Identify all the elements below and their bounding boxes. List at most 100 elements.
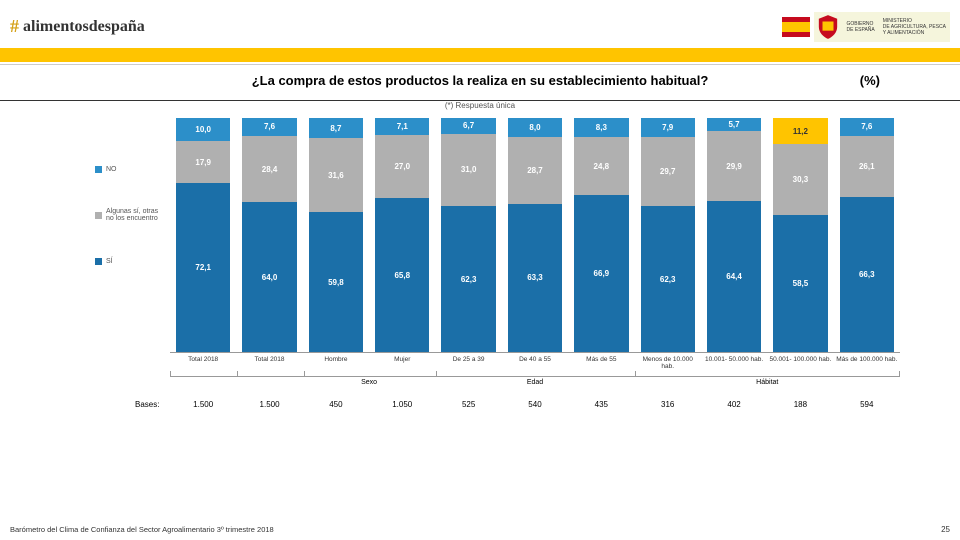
bar-segment: 26,1 [840,136,894,197]
x-label: 10.001- 50.000 hab. [701,356,767,371]
legend-swatch [95,212,102,219]
bar-segment: 7,9 [641,118,695,136]
bar-column: 6,731,062,3 [435,118,501,352]
bar-segment: 72,1 [176,183,230,352]
base-value: 540 [502,400,568,409]
chart-subtitle: (*) Respuesta única [0,101,960,110]
bar-segment: 31,0 [441,134,495,207]
chart: NO Algunas sí, otras no los encuentro SÍ 1… [0,118,960,353]
x-labels: Total 2018Total 2018HombreMujerDe 25 a 3… [0,356,960,371]
bar-segment: 10,0 [176,118,230,141]
stacked-bar: 11,230,358,5 [773,118,827,352]
stacked-bar: 6,731,062,3 [441,118,495,352]
chart-title: ¿La compra de estos productos la realiza… [252,73,709,88]
x-label: Hombre [303,356,369,371]
chart-title-row: ¿La compra de estos productos la realiza… [0,65,960,90]
bases-row: Bases: 1.5001.5004501.050525540435316402… [0,400,960,409]
stacked-bar: 8,731,659,8 [309,118,363,352]
gov-text: GOBIERNO DE ESPAÑA [842,12,878,42]
base-value: 450 [303,400,369,409]
legend-label: SÍ [106,258,113,265]
header: # alimentosdespaña GOBIERNO DE ESPAÑA MI… [0,0,960,48]
group-label: Sexo [303,379,436,386]
bar-segment: 28,4 [242,136,296,202]
footer-text: Barómetro del Clima de Confianza del Sec… [10,525,274,534]
bar-segment: 11,2 [773,118,827,144]
group-line [237,371,304,377]
base-value: 435 [568,400,634,409]
stacked-bar: 7,626,166,3 [840,118,894,352]
bar-segment: 17,9 [176,141,230,183]
base-value: 402 [701,400,767,409]
bases-label: Bases: [135,400,170,409]
x-label: De 25 a 39 [435,356,501,371]
x-label: De 40 a 55 [502,356,568,371]
bar-segment: 64,0 [242,202,296,352]
base-value: 1.500 [170,400,236,409]
group-line [436,371,634,377]
bar-segment: 66,9 [574,195,628,352]
legend-swatch [95,166,102,173]
bar-segment: 65,8 [375,198,429,352]
stacked-bar: 8,028,763,3 [508,118,562,352]
stacked-bar: 8,324,866,9 [574,118,628,352]
bar-segment: 62,3 [441,206,495,352]
legend-label: NO [106,166,117,173]
x-label: Menos de 10.000 hab. [635,356,701,371]
bar-column: 7,628,464,0 [236,118,302,352]
bar-segment: 63,3 [508,204,562,352]
bar-segment: 59,8 [309,212,363,352]
bar-segment: 58,5 [773,215,827,352]
legend-item: SÍ [95,258,162,265]
ministry-text: MINISTERIO DE AGRICULTURA, PESCA Y ALIME… [879,12,950,42]
bar-column: 8,028,763,3 [502,118,568,352]
bar-segment: 7,6 [840,118,894,136]
group-line [170,371,237,377]
legend-label: Algunas sí, otras no los encuentro [106,208,162,222]
gov-logo: GOBIERNO DE ESPAÑA MINISTERIO DE AGRICUL… [782,8,950,46]
bar-segment: 24,8 [574,137,628,195]
bar-segment: 8,0 [508,118,562,137]
base-value: 316 [635,400,701,409]
legend-swatch [95,258,102,265]
bar-segment: 5,7 [707,118,761,131]
base-value: 525 [435,400,501,409]
bar-column: 11,230,358,5 [767,118,833,352]
base-value: 594 [834,400,900,409]
group-line [304,371,437,377]
bar-column: 8,731,659,8 [303,118,369,352]
bases-values: 1.5001.5004501.050525540435316402188594 [170,400,900,409]
x-label: Más de 55 [568,356,634,371]
group-line [635,371,900,377]
group-label: Hábitat [635,379,900,386]
x-label: 50.001- 100.000 hab. [767,356,833,371]
accent-bar [0,48,960,62]
legend-item: Algunas sí, otras no los encuentro [95,208,162,222]
group-label [236,379,302,386]
footer: Barómetro del Clima de Confianza del Sec… [0,525,960,534]
page-number: 25 [941,525,950,534]
bar-segment: 7,6 [242,118,296,136]
legend-item: NO [95,166,162,173]
x-label: Total 2018 [236,356,302,371]
bar-segment: 6,7 [441,118,495,134]
bar-segment: 66,3 [840,197,894,352]
bar-segment: 31,6 [309,138,363,212]
bar-segment: 30,3 [773,144,827,215]
stacked-bar: 7,929,762,3 [641,118,695,352]
bar-segment: 7,1 [375,118,429,135]
stacked-bar: 5,729,964,4 [707,118,761,352]
base-value: 188 [767,400,833,409]
bar-column: 5,729,964,4 [701,118,767,352]
bar-segment: 29,9 [707,131,761,201]
bar-segment: 8,3 [574,118,628,137]
bar-column: 7,626,166,3 [834,118,900,352]
pct-label: (%) [860,73,880,88]
group-labels: SexoEdadHábitat [0,379,960,386]
base-value: 1.050 [369,400,435,409]
bar-segment: 64,4 [707,201,761,352]
brand-text: alimentosdespaña [23,18,145,36]
bar-column: 10,017,972,1 [170,118,236,352]
x-label: Mujer [369,356,435,371]
spain-flag-icon [782,17,810,37]
